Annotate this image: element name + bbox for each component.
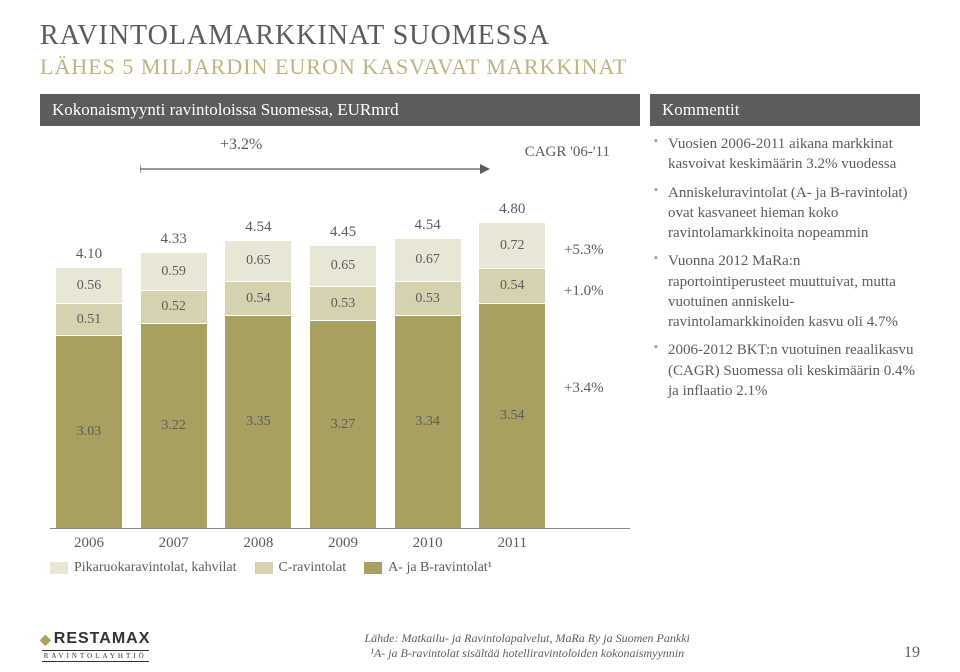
cagr-value: +3.4% [564,380,604,397]
bar-segment-mid: 0.54 [225,281,291,315]
cagr-value: +5.3% [564,242,604,259]
comments-body: Vuosien 2006-2011 aikana markkinat kasvo… [650,126,920,417]
bar-total: 4.10 [76,246,102,263]
growth-arrow-icon [140,162,490,176]
page-number: 19 [904,644,920,662]
bar-col: 4.54 3.350.540.65 [225,219,291,528]
source-line-2: ¹A- ja B-ravintolat sisältää hotelliravi… [150,646,904,662]
bars-row: 4.10 3.030.510.56 4.33 3.220.520.59 4.54 3.35… [50,188,630,528]
bar-col: 4.10 3.030.510.56 [56,246,122,528]
bar-segment-bottom: 3.35 [225,315,291,528]
legend-item: A- ja B-ravintolat¹ [364,560,492,576]
page-subtitle: LÄHES 5 MILJARDIN EURON KASVAVAT MARKKIN… [40,54,920,80]
chart-header: Kokonaismyynti ravintoloissa Suomessa, E… [40,94,640,126]
bar-col: 4.33 3.220.520.59 [141,231,207,528]
bar-segment-top: 0.56 [56,267,122,303]
logo-subtitle: RAVINTOLAYHTIÖ [42,650,149,662]
legend-label: Pikaruokaravintolat, kahvilat [74,560,237,576]
bar-col: 4.54 3.340.530.67 [395,217,461,528]
legend-label: A- ja B-ravintolat¹ [388,560,492,576]
bar-stack: 3.350.540.65 [225,240,291,528]
chart-area: +3.2% CAGR '06-'11 4.10 3.030.510.56 4.33 3… [40,126,640,586]
bar-segment-mid: 0.53 [395,281,461,315]
bar-col: 4.45 3.270.530.65 [310,224,376,528]
bar-segment-mid: 0.52 [141,290,207,323]
cagr-value: +1.0% [564,283,604,300]
logo-icon: ◆ [40,631,52,648]
legend: Pikaruokaravintolat, kahvilat C-ravintola… [50,560,630,576]
x-tick: 2009 [310,535,376,552]
main-content: Kokonaismyynti ravintoloissa Suomessa, E… [40,94,920,586]
bar-total: 4.33 [161,231,187,248]
source-text: Lähde: Matkailu- ja Ravintolapalvelut, M… [150,631,904,662]
legend-swatch [364,562,382,574]
source-line-1: Lähde: Matkailu- ja Ravintolapalvelut, M… [150,631,904,647]
comment-item: 2006-2012 BKT:n vuotuinen reaalikasvu (C… [654,340,916,401]
bar-col: 4.80 3.540.540.72 [479,201,545,528]
bar-segment-top: 0.72 [479,222,545,268]
bar-total: 4.45 [330,224,356,241]
bar-stack: 3.030.510.56 [56,267,122,528]
legend-item: C-ravintolat [255,560,347,576]
bar-segment-top: 0.65 [310,245,376,286]
comment-item: Anniskeluravintolat (A- ja B-ravintolat)… [654,183,916,244]
cagr-title: CAGR '06-'11 [525,144,610,161]
comments-header: Kommentit [650,94,920,126]
legend-swatch [50,562,68,574]
bar-total: 4.80 [499,201,525,218]
bar-stack: 3.220.520.59 [141,252,207,528]
x-tick: 2011 [479,535,545,552]
legend-label: C-ravintolat [279,560,347,576]
page-title: RAVINTOLAMARKKINAT SUOMESSA [40,20,920,52]
comment-item: Vuonna 2012 MaRa:n raportointiperusteet … [654,251,916,332]
x-axis: 2006 2007 2008 2009 2010 2011 [50,528,630,552]
bar-segment-top: 0.67 [395,238,461,281]
logo-name: RESTAMAX [54,630,151,648]
bar-segment-bottom: 3.34 [395,315,461,528]
bar-segment-top: 0.65 [225,240,291,281]
chart-panel: Kokonaismyynti ravintoloissa Suomessa, E… [40,94,640,586]
bar-stack: 3.340.530.67 [395,238,461,528]
bar-segment-bottom: 3.54 [479,303,545,528]
bar-segment-top: 0.59 [141,252,207,290]
bar-segment-bottom: 3.22 [141,323,207,528]
footer: ◆ RESTAMAX RAVINTOLAYHTIÖ Lähde: Matkail… [40,630,920,662]
bar-segment-mid: 0.53 [310,286,376,320]
bar-segment-bottom: 3.27 [310,320,376,528]
bar-total: 4.54 [245,219,271,236]
comment-item: Vuosien 2006-2011 aikana markkinat kasvo… [654,134,916,175]
bar-stack: 3.270.530.65 [310,245,376,528]
bar-segment-mid: 0.54 [479,268,545,303]
logo-text: ◆ RESTAMAX [40,630,150,648]
logo: ◆ RESTAMAX RAVINTOLAYHTIÖ [40,630,150,662]
x-tick: 2007 [141,535,207,552]
bar-segment-bottom: 3.03 [56,335,122,528]
x-tick: 2010 [395,535,461,552]
comments-panel: Kommentit Vuosien 2006-2011 aikana markk… [650,94,920,586]
cagr-column: +5.3% +1.0% +3.4% [564,188,624,528]
x-tick: 2006 [56,535,122,552]
legend-swatch [255,562,273,574]
growth-label: +3.2% [220,136,262,154]
bar-total: 4.54 [415,217,441,234]
x-tick: 2008 [225,535,291,552]
bar-stack: 3.540.540.72 [479,222,545,528]
legend-item: Pikaruokaravintolat, kahvilat [50,560,237,576]
bar-segment-mid: 0.51 [56,303,122,335]
